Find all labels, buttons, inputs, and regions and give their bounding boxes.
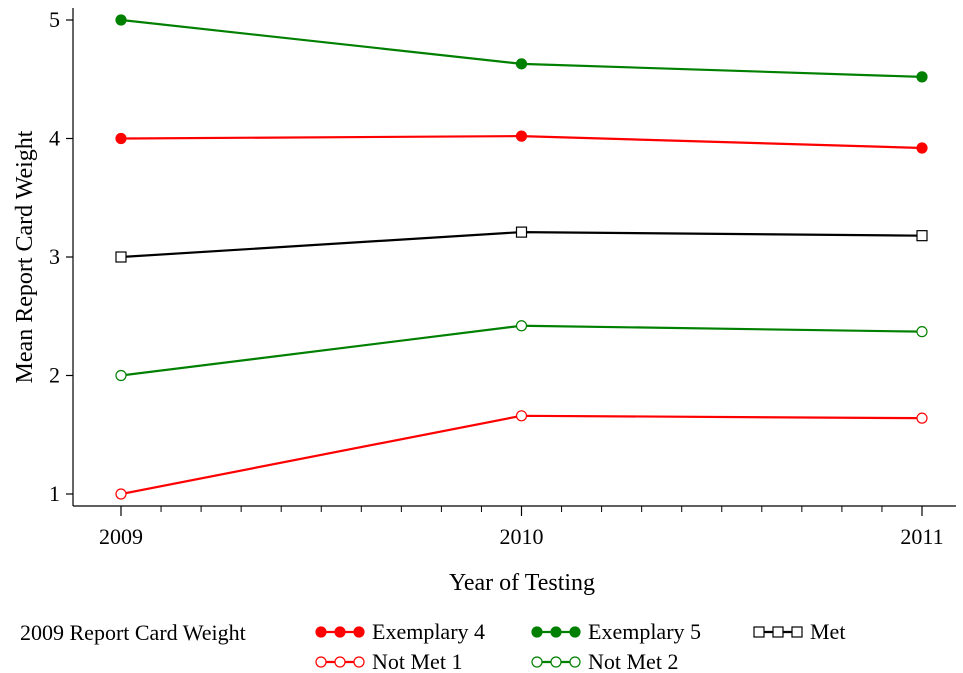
x-tick-label: 2011 <box>900 524 943 549</box>
legend: Exemplary 4 Exemplary 5 Met Not Met 1 Not Me… <box>315 619 845 673</box>
legend-marker <box>353 656 365 668</box>
legend-item-not-met-2: Not Met 2 <box>531 649 678 673</box>
series-met <box>115 226 928 263</box>
legend-marker <box>531 626 543 638</box>
legend-label: Met <box>810 619 845 644</box>
legend-label: Exemplary 5 <box>588 619 701 644</box>
data-point-not-met-2 <box>916 326 928 338</box>
data-point-met <box>115 251 127 263</box>
legend-marker <box>334 656 346 668</box>
y-tick-label: 5 <box>49 7 60 32</box>
legend-marker <box>791 626 803 638</box>
legend-marker <box>772 626 784 638</box>
series-layer <box>115 14 928 500</box>
y-tick-label: 1 <box>49 481 60 506</box>
x-tick-label: 2010 <box>500 524 544 549</box>
legend-item-met: Met <box>753 619 845 644</box>
series-not-met-1 <box>115 410 928 500</box>
x-tick-label: 2009 <box>99 524 143 549</box>
x-axis-minor-ticks <box>160 506 883 512</box>
legend-marker <box>353 626 365 638</box>
legend-marker <box>550 656 562 668</box>
y-axis-ticks: 1 2 3 4 5 <box>49 7 73 506</box>
data-point-not-met-1 <box>115 488 127 500</box>
legend-marker <box>531 656 543 668</box>
x-axis-ticks: 2009 2010 2011 <box>99 506 944 549</box>
data-point-not-met-1 <box>916 412 928 424</box>
legend-label: Not Met 1 <box>372 649 462 673</box>
legend-marker <box>334 626 346 638</box>
legend-label: Not Met 2 <box>588 649 678 673</box>
y-tick-label: 2 <box>49 363 60 388</box>
legend-marker <box>569 626 581 638</box>
series-not-met-2 <box>115 320 928 382</box>
data-point-not-met-1 <box>515 410 528 422</box>
legend-label: Exemplary 4 <box>372 619 485 644</box>
data-point-exemplary-4 <box>115 132 127 145</box>
data-point-exemplary-4 <box>916 142 928 154</box>
data-point-exemplary-5 <box>916 71 928 83</box>
legend-item-exemplary-5: Exemplary 5 <box>531 619 701 644</box>
y-tick-label: 4 <box>49 126 60 151</box>
data-point-met <box>916 230 928 242</box>
legend-marker <box>315 626 327 638</box>
data-point-met <box>515 226 528 238</box>
data-point-not-met-2 <box>115 369 127 382</box>
y-axis-title: Mean Report Card Weight <box>12 130 38 383</box>
x-axis-title: Year of Testing <box>449 570 595 596</box>
legend-item-exemplary-4: Exemplary 4 <box>315 619 485 644</box>
series-exemplary-4 <box>115 130 928 154</box>
data-point-exemplary-4 <box>515 130 528 142</box>
legend-marker <box>753 626 765 638</box>
series-line-not-met-2 <box>120 324 923 377</box>
legend-marker <box>569 656 581 668</box>
series-line-not-met-1 <box>120 414 923 496</box>
legend-marker <box>550 626 562 638</box>
legend-title: 2009 Report Card Weight <box>20 620 246 645</box>
data-point-exemplary-5 <box>115 14 127 26</box>
data-point-exemplary-5 <box>515 58 528 70</box>
y-tick-label: 3 <box>49 244 60 269</box>
series-exemplary-5 <box>115 14 928 83</box>
legend-marker <box>315 656 327 668</box>
data-point-not-met-2 <box>515 320 528 332</box>
legend-item-not-met-1: Not Met 1 <box>315 649 462 673</box>
